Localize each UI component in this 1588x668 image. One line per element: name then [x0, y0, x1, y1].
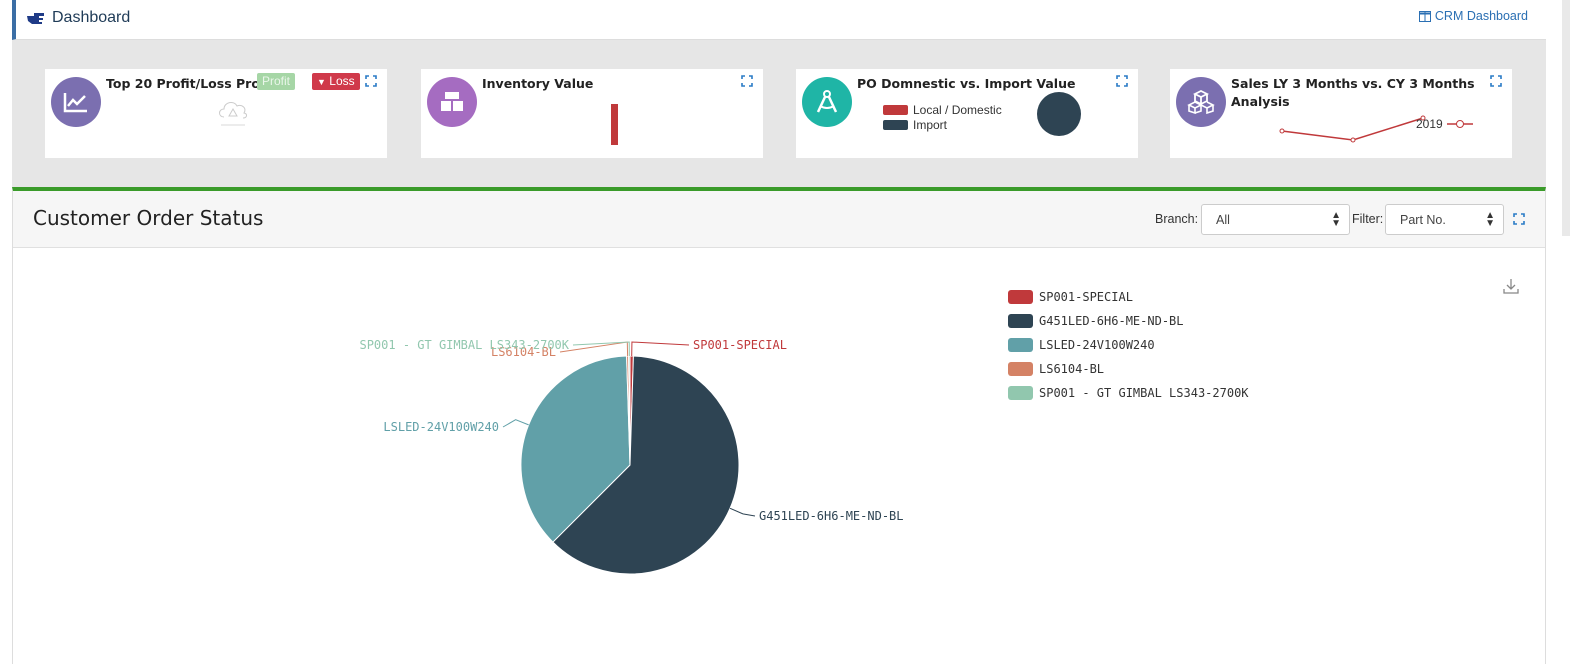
panel-header: Customer Order Status Branch: All ▲ ▼ Fil…: [13, 191, 1545, 248]
inventory-bar: [611, 104, 618, 145]
po-legend: Local / Domestic Import: [883, 102, 1002, 132]
legend-swatch: [1008, 314, 1033, 328]
legend-label: G451LED-6H6-ME-ND-BL: [1039, 314, 1184, 328]
download-icon[interactable]: [1502, 277, 1520, 295]
legend-label-import: Import: [913, 117, 948, 132]
filter-label: Filter:: [1352, 212, 1384, 226]
loss-button[interactable]: ▼ Loss: [312, 73, 360, 90]
boxes-icon: [441, 92, 463, 111]
card-inventory-value: Inventory Value: [421, 69, 763, 158]
slice-label: G451LED-6H6-ME-ND-BL: [759, 509, 904, 523]
slice-label: SP001-SPECIAL: [693, 338, 787, 352]
card-profit-loss: Top 20 Profit/Loss Product Profit ▼ Loss: [45, 69, 387, 158]
card-avatar: [802, 77, 852, 127]
sales-line: [1281, 117, 1424, 141]
expand-icon[interactable]: [1116, 75, 1128, 87]
card-po-domestic-import: PO Domnestic vs. Import Value Local / Do…: [796, 69, 1138, 158]
sales-point: [1350, 137, 1356, 143]
expand-icon[interactable]: [1513, 213, 1525, 225]
card-title: Sales LY 3 Months vs. CY 3 Months Analysi…: [1231, 75, 1475, 111]
card-avatar: [427, 77, 477, 127]
crm-dashboard-link[interactable]: CRM Dashboard: [1418, 9, 1528, 23]
filter-select[interactable]: Part No. ▲ ▼: [1385, 204, 1504, 235]
slice-label: SP001 - GT GIMBAL LS343-2700K: [359, 338, 569, 352]
legend-swatch: [1008, 362, 1033, 376]
card-title: Top 20 Profit/Loss Product: [106, 76, 292, 91]
legend-label: SP001 - GT GIMBAL LS343-2700K: [1039, 386, 1249, 400]
order-status-pie-chart: SP001-SPECIAL G451LED-6H6-ME-ND-BL LSLED-2…: [359, 338, 904, 575]
card-title-line1: Sales LY 3 Months vs. CY 3 Months: [1231, 76, 1475, 91]
card-sales-analysis: Sales LY 3 Months vs. CY 3 Months Analysi…: [1170, 69, 1512, 158]
legend-swatch: [1008, 290, 1033, 304]
expand-icon[interactable]: [365, 75, 377, 87]
sales-point: [1420, 115, 1426, 121]
top-bar: Dashboard CRM Dashboard: [12, 0, 1546, 40]
legend-item[interactable]: LSLED-24V100W240: [1008, 333, 1249, 357]
branch-select-value: All: [1216, 213, 1230, 227]
columns-icon: [1418, 10, 1431, 22]
card-avatar: [51, 77, 101, 127]
compass-icon: [816, 90, 838, 113]
label-leader-line: [729, 507, 756, 517]
expand-icon[interactable]: [1490, 75, 1502, 87]
caret-down-icon: ▼: [317, 77, 326, 87]
card-avatar: [1176, 77, 1226, 127]
filter-select-value: Part No.: [1400, 213, 1446, 227]
dashboard-title: Dashboard: [26, 9, 130, 27]
cubes-icon: [1187, 90, 1215, 114]
sales-line-chart: [1279, 115, 1426, 143]
legend-label-domestic: Local / Domestic: [913, 102, 1002, 117]
label-leader-line: [572, 341, 630, 357]
customer-order-status-panel: Customer Order Status Branch: All ▲ ▼ Fil…: [12, 187, 1546, 664]
pie-slice[interactable]: [628, 355, 631, 466]
label-leader-line: [631, 341, 690, 357]
branch-label: Branch:: [1155, 212, 1199, 226]
panel-title: Customer Order Status: [33, 206, 264, 230]
profit-button[interactable]: Profit: [257, 73, 296, 90]
hand-pointer-icon: [27, 13, 44, 24]
sales-point: [1279, 128, 1285, 134]
legend-line-marker: [1446, 120, 1473, 128]
slice-label: LS6104-BL: [491, 345, 556, 359]
card-title-line2: Analysis: [1231, 94, 1290, 109]
scrollbar[interactable]: [1562, 0, 1570, 236]
legend-swatch: [1008, 338, 1033, 352]
legend-item[interactable]: SP001 - GT GIMBAL LS343-2700K: [1008, 381, 1249, 405]
legend-item[interactable]: SP001-SPECIAL: [1008, 285, 1249, 309]
expand-icon[interactable]: [741, 75, 753, 87]
loss-label: Loss: [329, 74, 355, 88]
pie-slice[interactable]: [552, 355, 740, 575]
line-chart-icon: [63, 93, 87, 113]
dashboard-title-text: Dashboard: [52, 9, 131, 26]
label-leader-line: [502, 419, 529, 428]
legend-item[interactable]: LS6104-BL: [1008, 357, 1249, 381]
slice-label: LSLED-24V100W240: [383, 420, 499, 434]
legend-swatch: [1008, 386, 1033, 400]
card-title: Inventory Value: [482, 76, 594, 91]
legend-swatch-import: [883, 119, 908, 130]
select-arrows-icon: ▲ ▼: [1485, 210, 1495, 229]
chart-legend: SP001-SPECIAL G451LED-6H6-ME-ND-BL LSLED-2…: [1008, 285, 1249, 405]
po-pie: [1037, 92, 1081, 136]
no-data-cloud-icon: [219, 101, 247, 126]
legend-label: LSLED-24V100W240: [1039, 338, 1155, 352]
card-title: PO Domnestic vs. Import Value: [857, 76, 1076, 91]
legend-label: LS6104-BL: [1039, 362, 1105, 376]
legend-swatch-domestic: [883, 104, 908, 115]
sales-legend: 2019: [1416, 117, 1473, 131]
sales-legend-label: 2019: [1416, 117, 1443, 131]
legend-label: SP001-SPECIAL: [1039, 290, 1133, 304]
branch-select[interactable]: All ▲ ▼: [1201, 204, 1350, 235]
legend-item[interactable]: G451LED-6H6-ME-ND-BL: [1008, 309, 1249, 333]
crm-dashboard-label: CRM Dashboard: [1434, 9, 1528, 23]
select-arrows-icon: ▲ ▼: [1331, 210, 1341, 229]
